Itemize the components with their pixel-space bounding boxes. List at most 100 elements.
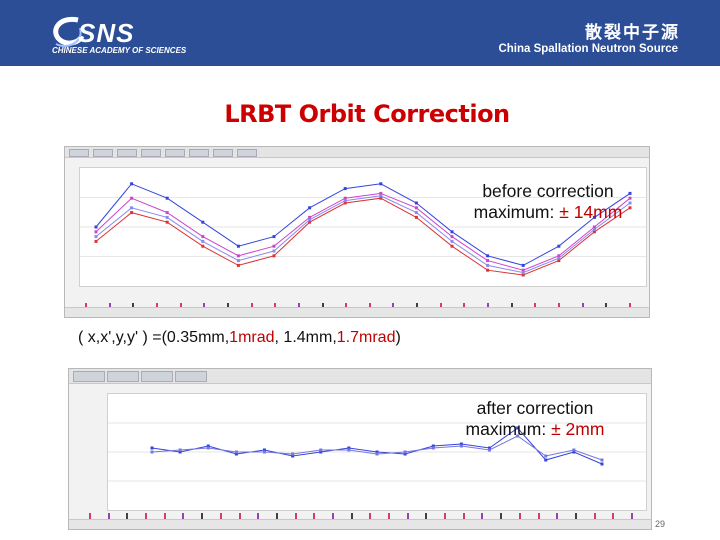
header-banner: SNS CHINESE ACADEMY OF SCIENCES 散裂中子源 Ch…	[0, 0, 720, 66]
before-data-point	[343, 187, 347, 191]
app-statusbar	[69, 519, 651, 529]
toolbar-button[interactable]	[189, 149, 209, 157]
after-correction-label: after correction	[476, 398, 594, 418]
bpm-marker	[388, 513, 391, 519]
after-data-point	[516, 434, 520, 438]
before-data-point	[450, 239, 454, 243]
bpm-marker	[313, 513, 316, 519]
params-value-2: 1.7mrad	[336, 329, 396, 346]
tab-button[interactable]	[73, 371, 105, 382]
before-data-point	[201, 239, 205, 243]
before-data-point	[592, 225, 596, 229]
after-data-point	[431, 446, 435, 450]
after-data-point	[347, 446, 351, 450]
before-data-point	[201, 235, 205, 239]
bpm-marker	[392, 303, 395, 309]
bpm-marker	[406, 513, 409, 519]
bpm-marker	[238, 513, 241, 519]
after-data-point	[178, 450, 182, 454]
app-toolbar	[65, 147, 649, 158]
after-data-point	[347, 448, 351, 452]
bpm-marker	[463, 303, 466, 309]
bpm-marker	[558, 303, 561, 309]
bpm-marker	[226, 303, 229, 309]
before-data-point	[236, 254, 240, 258]
orbit-plot-before	[79, 167, 647, 287]
before-data-point	[450, 230, 454, 234]
params-value-1: 1mrad	[229, 329, 275, 346]
bpm-marker	[439, 303, 442, 309]
before-data-point	[272, 254, 276, 258]
before-data-point	[486, 259, 490, 263]
bpm-marker	[425, 513, 428, 519]
toolbar-button[interactable]	[165, 149, 185, 157]
before-data-point	[414, 206, 418, 210]
after-data-point	[375, 450, 379, 454]
bpm-marker	[321, 303, 324, 309]
tab-button[interactable]	[107, 371, 139, 382]
after-data-point	[291, 452, 295, 456]
before-data-point	[165, 211, 169, 215]
toolbar-button[interactable]	[117, 149, 137, 157]
bpm-marker	[294, 513, 297, 519]
before-data-point	[592, 215, 596, 219]
tab-button[interactable]	[175, 371, 207, 382]
bpm-marker	[275, 513, 278, 519]
before-data-point	[165, 215, 169, 219]
toolbar-button[interactable]	[237, 149, 257, 157]
bpm-strip	[69, 513, 651, 519]
before-correction-label: before correction	[482, 181, 614, 201]
toolbar-button[interactable]	[69, 149, 89, 157]
slide-title: LRBT Orbit Correction	[224, 100, 510, 128]
before-data-point	[628, 191, 632, 195]
bpm-marker	[593, 513, 596, 519]
bpm-marker	[203, 303, 206, 309]
bpm-strip	[65, 303, 649, 309]
bpm-marker	[416, 303, 419, 309]
bpm-marker	[534, 303, 537, 309]
tab-button[interactable]	[141, 371, 173, 382]
bpm-marker	[182, 513, 185, 519]
before-data-point	[343, 196, 347, 200]
before-data-point	[379, 182, 383, 186]
before-data-point	[379, 191, 383, 195]
bpm-marker	[581, 303, 584, 309]
after-data-point	[375, 452, 379, 456]
toolbar-button[interactable]	[141, 149, 161, 157]
before-data-point	[343, 201, 347, 205]
before-data-point	[236, 263, 240, 267]
beam-parameters: ( x,x',y,y' ) =(0.35mm,1mrad, 1.4mm,1.7m…	[78, 329, 401, 347]
params-sep: , 1.4mm,	[274, 329, 337, 346]
after-data-point	[178, 448, 182, 452]
before-data-point	[592, 227, 596, 231]
before-data-point	[414, 215, 418, 219]
toolbar-button[interactable]	[213, 149, 233, 157]
before-data-point	[308, 206, 312, 210]
before-data-point	[486, 268, 490, 272]
after-data-point	[291, 454, 295, 458]
toolbar-button[interactable]	[93, 149, 113, 157]
before-data-point	[236, 244, 240, 248]
params-prefix: ( x,x',y,y' ) =(0.35mm,	[78, 329, 230, 346]
after-data-point	[516, 426, 520, 430]
before-correction-note: before correction maximum: ± 14mm	[440, 181, 656, 223]
bpm-marker	[368, 303, 371, 309]
bpm-marker	[444, 513, 447, 519]
bpm-marker	[574, 513, 577, 519]
bpm-marker	[462, 513, 465, 519]
bpm-marker	[369, 513, 372, 519]
before-data-point	[201, 244, 205, 248]
before-data-point	[272, 235, 276, 239]
after-data-point	[319, 450, 323, 454]
before-data-point	[308, 215, 312, 219]
logo-subtitle: CHINESE ACADEMY OF SCIENCES	[52, 46, 187, 55]
after-maximum-value: ± 2mm	[551, 419, 605, 439]
before-data-point	[592, 230, 596, 234]
after-data-point	[234, 452, 238, 456]
before-series-line	[95, 183, 631, 266]
before-data-point	[94, 225, 98, 229]
before-data-point	[450, 235, 454, 239]
bpm-marker	[629, 303, 631, 309]
before-series-line	[95, 197, 631, 276]
after-data-point	[600, 462, 604, 466]
